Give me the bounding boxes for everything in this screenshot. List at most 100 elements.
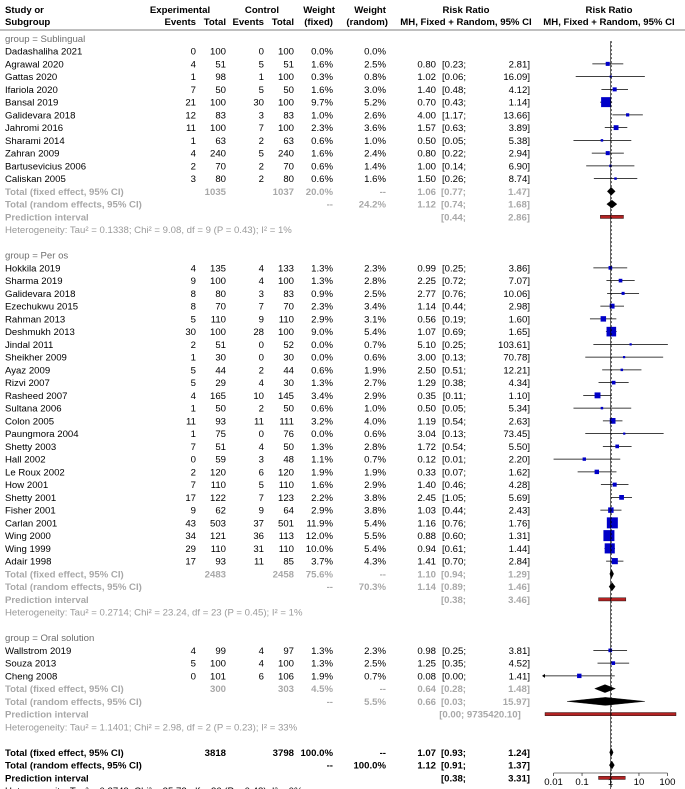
- cell-est: 4.00: [417, 110, 436, 121]
- cell-lo: [0.05;: [442, 404, 466, 415]
- cell-ee: 12: [185, 110, 196, 121]
- cell-ee: 0: [191, 455, 196, 466]
- cell-est: 1.16: [417, 518, 436, 529]
- cell-ct: 111: [279, 416, 294, 427]
- cell-ce: 6: [259, 467, 264, 478]
- cell-ee: 4: [191, 149, 197, 160]
- study-box: [618, 278, 623, 283]
- cell-est: 0.94: [417, 544, 436, 555]
- cell-ee: 7: [191, 85, 196, 96]
- cell-est: 1.72: [417, 442, 436, 453]
- cell-est: 0.66: [417, 697, 436, 708]
- heterogeneity-text: Heterogeneity: Tau² = 0.2749; Chi² = 35.…: [5, 786, 303, 789]
- heterogeneity-text: Heterogeneity: Tau² = 0.2714; Chi² = 23.…: [5, 608, 303, 619]
- cell-ce: 28: [253, 327, 264, 338]
- cell-hi: 7.07]: [509, 276, 530, 287]
- cell-ce: 3: [259, 289, 264, 300]
- cell-lo: [0.89;: [441, 582, 466, 593]
- cell-wr: 5.2%: [364, 98, 386, 109]
- study-box: [613, 125, 619, 131]
- cell-lo: [1.05;: [442, 493, 466, 504]
- cell-lo: [0.51;: [442, 365, 466, 376]
- cell-hi: 1.31]: [509, 531, 530, 542]
- cell-wf: 3.7%: [311, 557, 333, 568]
- cell-hi: 1.14]: [509, 98, 530, 109]
- study-label: Wing 2000: [5, 531, 51, 542]
- cell-wr: 3.0%: [364, 85, 386, 96]
- cell-wr: 5.5%: [364, 531, 386, 542]
- header-exp-events: Events: [165, 17, 196, 28]
- cell-ct: 100: [278, 123, 294, 134]
- cell-wf: --: [327, 582, 333, 593]
- study-label: Zahran 2009: [5, 149, 59, 160]
- cell-est: 2.50: [417, 365, 436, 376]
- cell-ct: 110: [279, 480, 294, 491]
- cell-et: 62: [215, 506, 226, 517]
- cell-hi: 5.38]: [509, 136, 530, 147]
- cell-wf: 11.9%: [307, 518, 334, 529]
- cell-et: 98: [215, 72, 226, 83]
- cell-lo: [0.76;: [442, 289, 466, 300]
- cell-lo: [0.23;: [442, 59, 466, 70]
- cell-ee: 5: [191, 314, 196, 325]
- cell-wr: 2.6%: [364, 110, 386, 121]
- header-plot-sub: MH, Fixed + Random, 95% CI: [543, 17, 675, 28]
- cell-lo: [0.25;: [442, 263, 466, 274]
- cell-ct: 106: [278, 671, 294, 682]
- cell-et: 80: [215, 289, 226, 300]
- summary-label: Total (random effects, 95% CI): [5, 582, 142, 593]
- study-box: [629, 343, 632, 346]
- cell-lo: [0.61;: [442, 544, 466, 555]
- study-box: [608, 507, 614, 513]
- cell-wf: 1.6%: [311, 59, 333, 70]
- study-label: Shetty 2003: [5, 442, 56, 453]
- cell-est: 1.40: [417, 480, 436, 491]
- study-label: Gattas 2020: [5, 72, 57, 83]
- cell-ct: 100: [278, 98, 294, 109]
- cell-ce: 4: [259, 378, 265, 389]
- cell-ce: 37: [253, 518, 264, 529]
- cell-et: 503: [210, 518, 226, 529]
- cell-hi: 2.84]: [509, 557, 530, 568]
- cell-wr: 3.6%: [364, 123, 386, 134]
- summary-label: Total (random effects, 95% CI): [5, 761, 142, 772]
- cell-ee: 2: [191, 340, 196, 351]
- cell-et: 1035: [205, 187, 227, 198]
- cell-wr: --: [380, 748, 386, 759]
- cell-ct: 145: [278, 391, 294, 402]
- cell-et: 3818: [205, 748, 227, 759]
- cell-wf: 1.3%: [311, 659, 333, 670]
- cell-ce: 7: [259, 123, 264, 134]
- summary-label: Total (random effects, 95% CI): [5, 697, 142, 708]
- study-box: [620, 368, 624, 372]
- cell-ce: 2: [259, 365, 264, 376]
- cell-hi: 1.29]: [508, 569, 530, 580]
- cell-lo: [0.77;: [441, 187, 466, 198]
- cell-ce: 5: [259, 59, 264, 70]
- cell-est: 1.29: [417, 378, 436, 389]
- cell-ce: 11: [254, 416, 264, 427]
- cell-est: 1.41: [417, 557, 436, 568]
- study-box: [605, 151, 610, 156]
- study-box: [626, 113, 630, 117]
- cell-ce: 9: [259, 506, 264, 517]
- cell-et: 100: [210, 276, 226, 287]
- cell-wf: 2.9%: [311, 506, 333, 517]
- cell-est: 0.80: [417, 59, 436, 70]
- cell-wf: 2.3%: [311, 302, 333, 313]
- study-box: [603, 530, 615, 542]
- cell-lo: [0.03;: [441, 697, 466, 708]
- prediction-interval-bar: [600, 215, 624, 219]
- cell-est: 0.98: [417, 646, 436, 657]
- cell-ct: 30: [283, 378, 294, 389]
- cell-ee: 1: [191, 136, 196, 147]
- cell-lo: [0.11;: [443, 391, 466, 402]
- cell-ct: 110: [279, 314, 294, 325]
- study-label: Souza 2013: [5, 659, 56, 670]
- cell-est: 1.12: [417, 761, 436, 772]
- cell-et: 30: [215, 353, 226, 364]
- cell-lo: [0.44;: [442, 302, 466, 313]
- cell-ct: 100: [278, 659, 294, 670]
- cell-wr: 5.4%: [364, 544, 386, 555]
- cell-ce: 7: [259, 493, 264, 504]
